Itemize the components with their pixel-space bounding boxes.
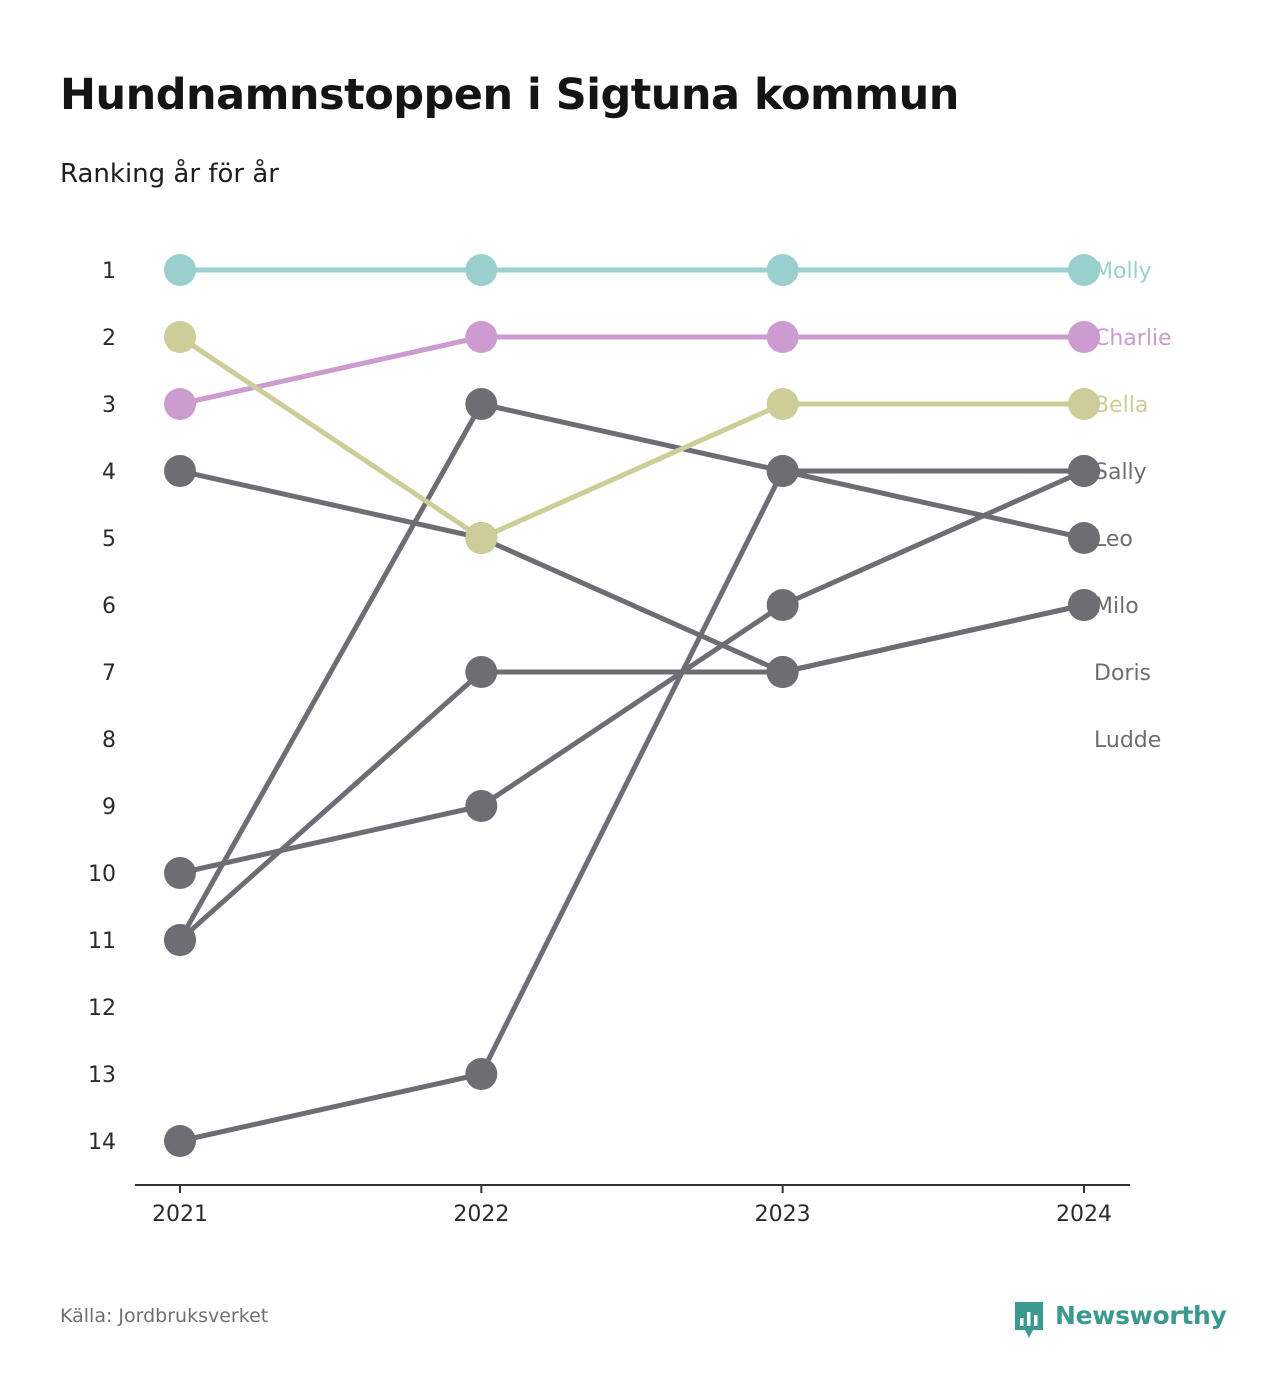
- point-doris: [766, 656, 799, 688]
- end-label-charlie: Charlie: [1094, 326, 1172, 351]
- point-sally: [164, 1125, 196, 1157]
- series-line-doris: [177, 602, 1087, 943]
- point-ludde: [1068, 455, 1100, 487]
- point-milo: [164, 455, 196, 487]
- point-doris: [1068, 589, 1100, 621]
- point-leo: [1068, 522, 1100, 554]
- y-tick-label: 4: [102, 460, 116, 485]
- point-charlie: [766, 321, 799, 353]
- newsworthy-logo-icon: [1015, 1302, 1043, 1338]
- x-tick-label: 2024: [1056, 1202, 1112, 1227]
- point-leo: [766, 455, 799, 487]
- point-doris: [465, 656, 498, 688]
- chart-title: Hundnamnstoppen i Sigtuna kommun: [60, 70, 959, 120]
- point-ludde: [465, 790, 498, 822]
- y-tick-label: 5: [102, 527, 116, 552]
- end-label-ludde: Ludde: [1094, 728, 1161, 753]
- y-tick-label: 10: [88, 862, 116, 887]
- x-tick-label: 2021: [152, 1202, 208, 1227]
- point-ludde: [766, 589, 799, 621]
- point-bella: [164, 321, 196, 353]
- end-label-doris: Doris: [1094, 661, 1151, 686]
- y-tick-label: 6: [102, 594, 116, 619]
- point-molly: [164, 254, 196, 286]
- x-tick-label: 2022: [453, 1202, 509, 1227]
- series-line-charlie: [177, 334, 1087, 407]
- chart-subtitle: Ranking år för år: [60, 159, 279, 189]
- series-line-bella: [177, 334, 1087, 541]
- point-leo: [465, 388, 498, 420]
- y-tick-label: 2: [102, 326, 116, 351]
- end-label-leo: Leo: [1094, 527, 1133, 552]
- point-doris: [164, 924, 196, 956]
- end-label-milo: Milo: [1094, 594, 1139, 619]
- point-charlie: [465, 321, 498, 353]
- y-tick-label: 13: [88, 1063, 116, 1088]
- brand-logo[interactable]: Newsworthy: [1013, 1300, 1227, 1340]
- x-tick-label: 2023: [755, 1202, 811, 1227]
- end-label-sally: Sally: [1094, 460, 1147, 485]
- y-tick-label: 14: [88, 1130, 116, 1155]
- point-ludde: [164, 857, 196, 889]
- y-tick-label: 3: [102, 393, 116, 418]
- point-sally: [465, 1058, 498, 1090]
- point-molly: [766, 254, 799, 286]
- point-charlie: [164, 388, 196, 420]
- series-line-sally: [177, 468, 1087, 1144]
- source-note: Källa: Jordbruksverket: [60, 1305, 269, 1327]
- end-label-bella: Bella: [1094, 393, 1148, 418]
- point-bella: [766, 388, 799, 420]
- y-tick-label: 9: [102, 795, 116, 820]
- point-molly: [465, 254, 498, 286]
- point-bella: [465, 522, 498, 554]
- end-label-molly: Molly: [1094, 259, 1152, 284]
- y-tick-label: 11: [88, 929, 116, 954]
- y-tick-label: 7: [102, 661, 116, 686]
- brand-name: Newsworthy: [1055, 1301, 1227, 1330]
- point-charlie: [1068, 321, 1100, 353]
- y-tick-label: 1: [102, 259, 116, 284]
- y-tick-label: 12: [88, 996, 116, 1021]
- point-bella: [1068, 388, 1100, 420]
- point-molly: [1068, 254, 1100, 286]
- y-tick-label: 8: [102, 728, 116, 753]
- series-line-ludde: [177, 468, 1087, 876]
- series-line-milo: [177, 468, 1087, 675]
- series-line-leo: [177, 401, 1087, 943]
